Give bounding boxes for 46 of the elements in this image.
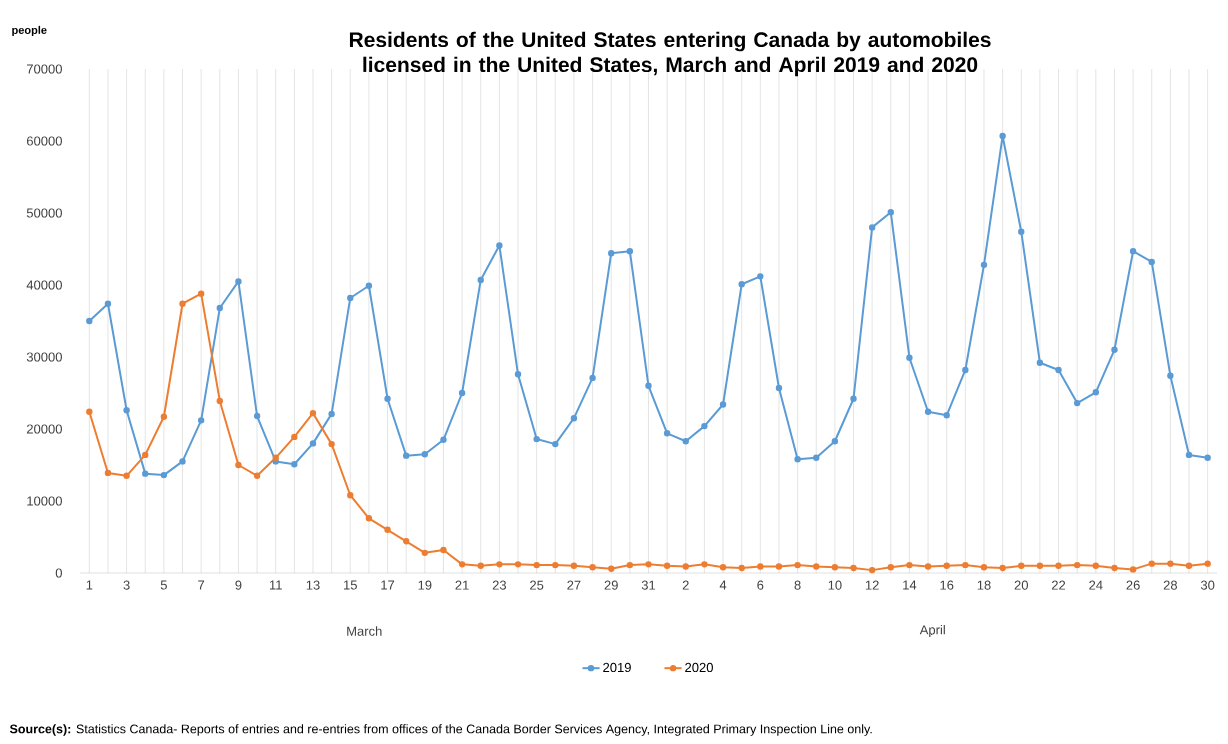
legend-label: 2019 [603, 662, 631, 673]
y-tick-label: 10000 [27, 496, 62, 506]
y-tick-label: 0 [55, 568, 62, 578]
x-tick-label: 4 [719, 580, 727, 590]
x-tick-label: 1 [86, 580, 93, 590]
x-tick-label: 18 [977, 580, 991, 590]
x-tick-label: 14 [903, 580, 917, 590]
y-tick-label: 20000 [26, 424, 62, 434]
x-tick-label: 30 [1200, 580, 1215, 590]
x-tick-label: 24 [1089, 580, 1103, 590]
text: Source(s): Statistics Canada- Reports of entries and re-entries from offices of the Canada Border Services Agency, Integrated Primary Inspection Line only. [9, 724, 872, 736]
x-tick-label: 11 [269, 580, 282, 590]
x-tick-label: 9 [235, 580, 242, 590]
x-tick-label: 26 [1126, 580, 1140, 590]
x-tick-label: 28 [1163, 580, 1178, 590]
x-tick-label: 15 [344, 580, 357, 590]
text: April [919, 624, 945, 638]
x-tick-label: 6 [757, 580, 764, 590]
y-tick-label: 50000 [26, 208, 62, 218]
chart-title: Residents of the United States entering Canada by automobiles licensed in the United States, March and April 2019 and 2020 [349, 31, 991, 77]
y-tick-label: 60000 [26, 136, 62, 146]
x-tick-label: 20 [1014, 580, 1028, 590]
x-tick-label: 25 [530, 580, 544, 590]
text: March [347, 626, 382, 636]
x-tick-label: 12 [865, 580, 879, 590]
x-tick-label: 19 [418, 580, 432, 590]
x-tick-label: 23 [492, 580, 507, 590]
x-tick-label: 8 [794, 580, 801, 590]
legend-label: 2020 [685, 662, 713, 673]
y-axis-title: people [12, 25, 47, 37]
x-tick-label: 27 [567, 580, 581, 590]
y-tick-label: 30000 [26, 352, 62, 362]
x-tick-label: 3 [123, 580, 130, 590]
x-tick-label: 10 [828, 580, 842, 590]
x-tick-label: 5 [160, 580, 167, 590]
x-tick-label: 29 [604, 580, 618, 590]
y-tick-label: 70000 [26, 64, 62, 74]
x-tick-label: 7 [198, 580, 205, 590]
x-tick-label: 21 [455, 580, 469, 590]
x-tick-label: 16 [940, 580, 954, 590]
y-tick-label: 40000 [26, 280, 62, 290]
x-tick-label: 31 [641, 580, 656, 590]
x-tick-label: 2 [682, 580, 689, 590]
x-tick-label: 22 [1051, 580, 1066, 590]
x-tick-label: 17 [381, 580, 395, 590]
x-tick-label: 13 [306, 580, 320, 590]
